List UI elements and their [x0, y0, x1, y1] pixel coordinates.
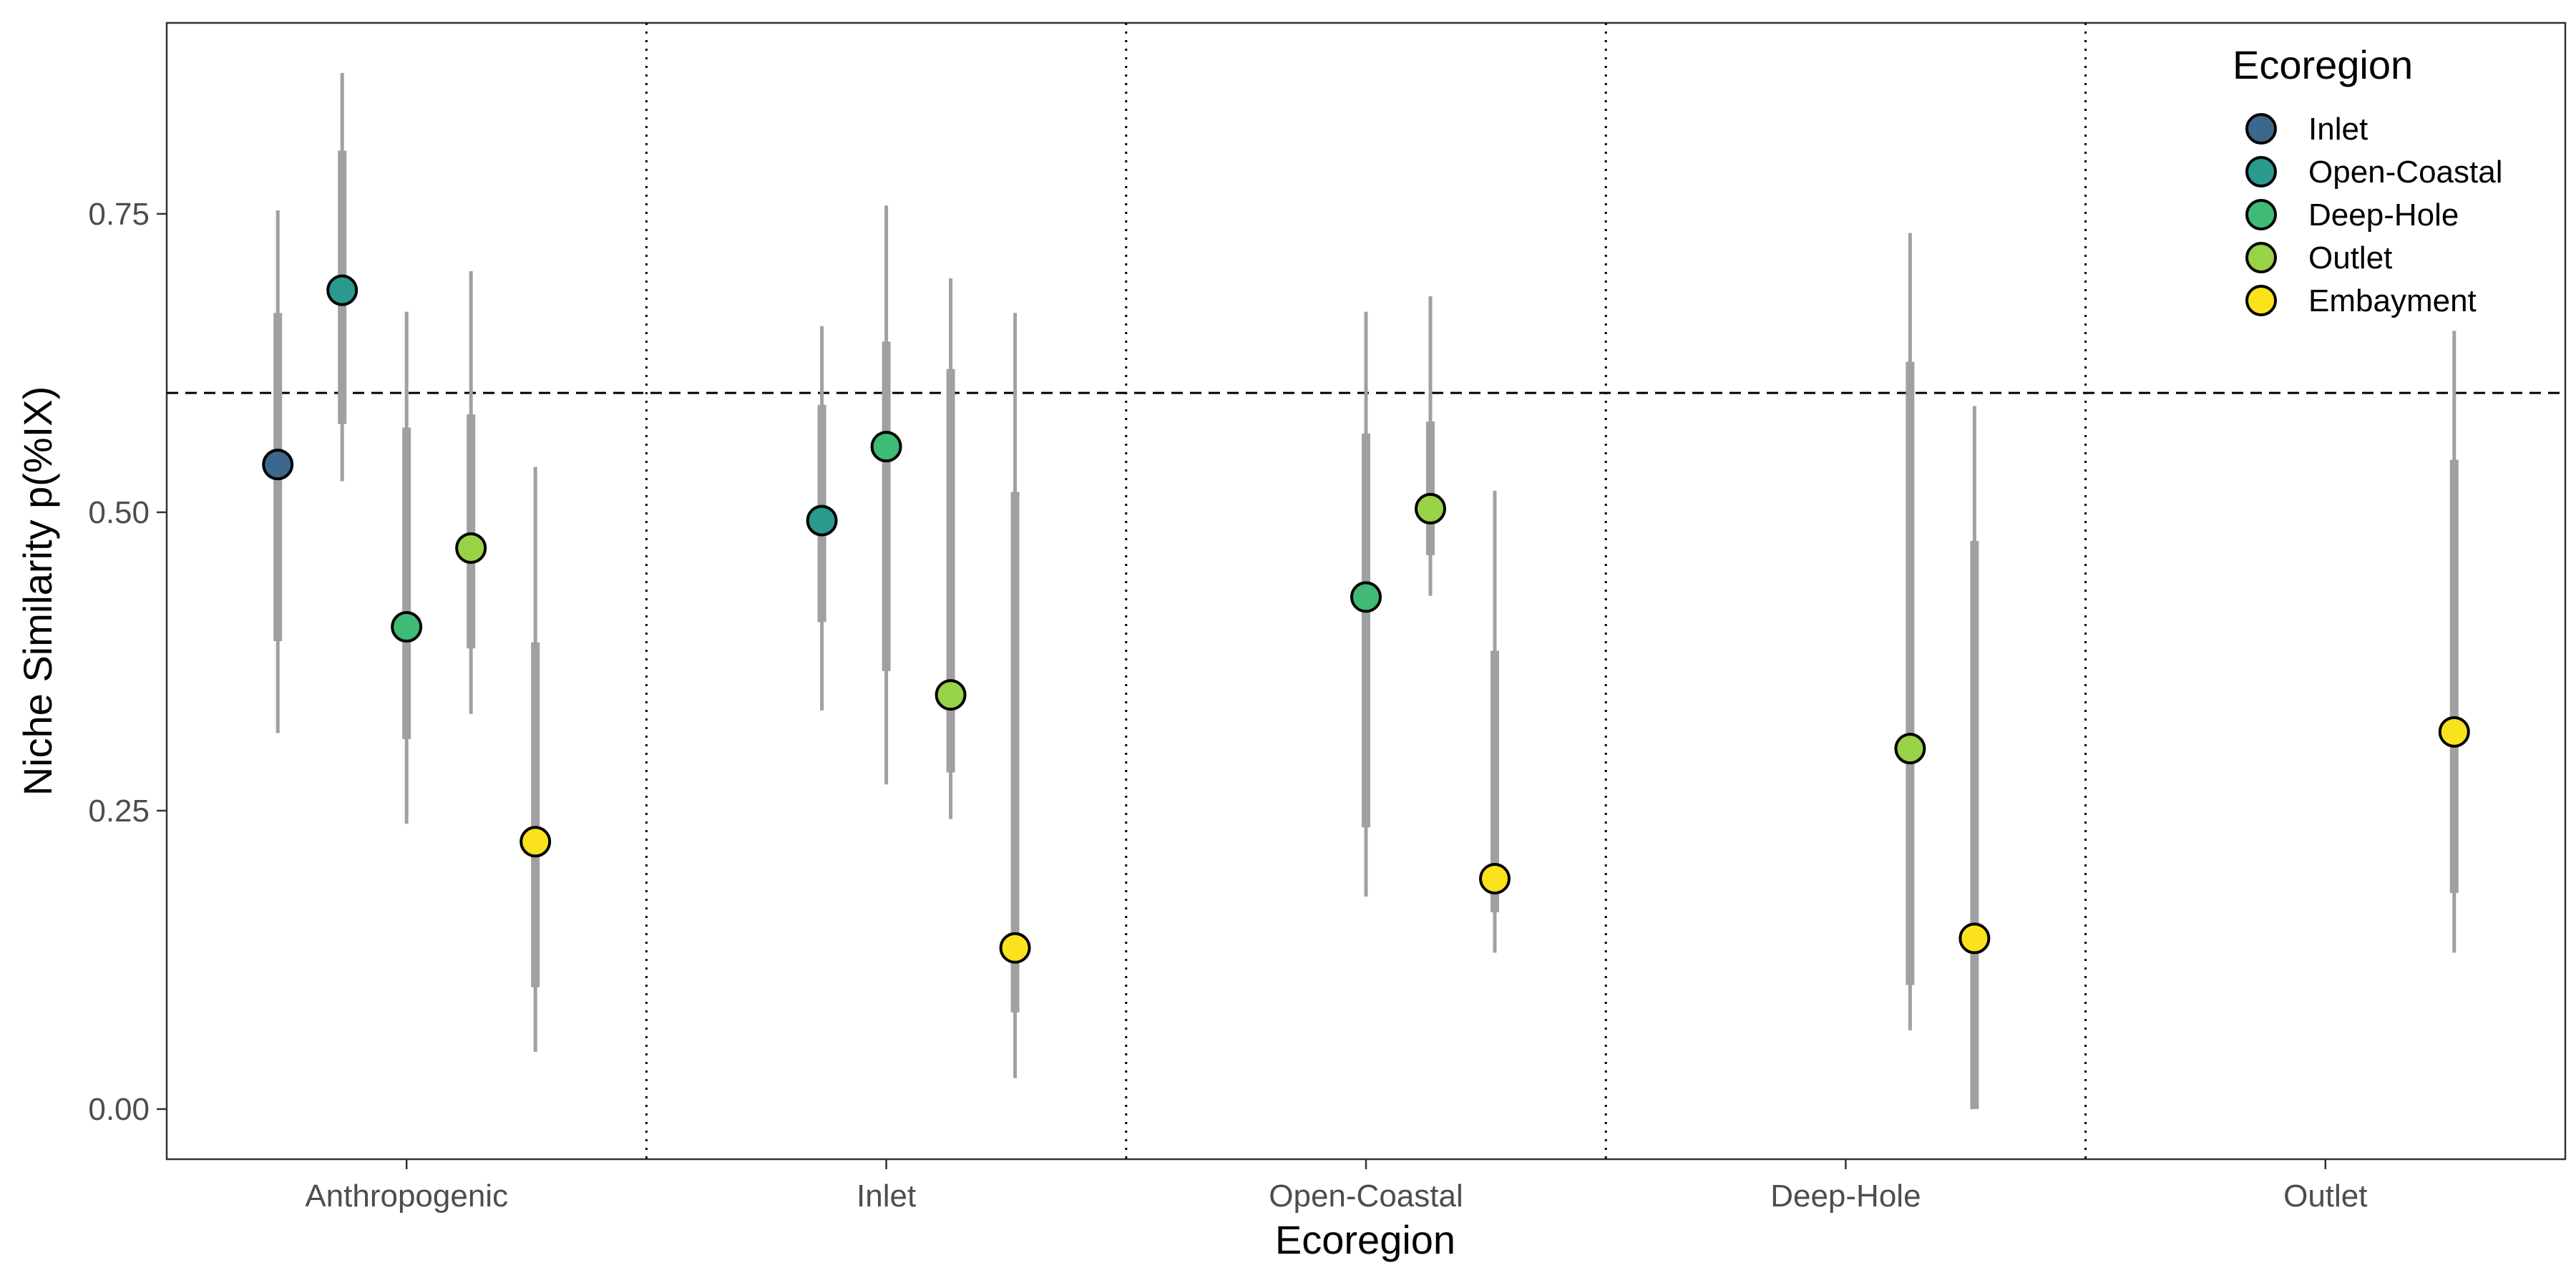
x-tick-label: Anthropogenic	[305, 1179, 508, 1214]
y-tick-label: 0.50	[88, 495, 150, 530]
axis-layer: 0.00 0.25 0.50 0.75 Anthropogenic Inlet Open-C…	[88, 197, 2367, 1214]
x-tick-label: Inlet	[857, 1179, 916, 1214]
legend-key	[2245, 156, 2277, 187]
y-tick-label: 0.25	[88, 794, 150, 829]
legend-label: Deep-Hole	[2308, 197, 2459, 233]
data-point	[1958, 922, 1991, 955]
data-point	[806, 504, 838, 537]
legend-key	[2245, 199, 2277, 230]
data-point	[455, 532, 487, 564]
x-axis-title: Ecoregion	[1275, 1217, 1455, 1262]
data-point	[1415, 492, 1446, 525]
legend-key	[2245, 285, 2277, 316]
y-axis-title: Niche Similarity p(%IX)	[15, 386, 60, 796]
grid-layer	[167, 23, 2565, 1159]
data-point	[870, 431, 902, 463]
legend-key	[2245, 113, 2277, 145]
legend-label: Open-Coastal	[2308, 155, 2502, 190]
x-tick-label: Open-Coastal	[1269, 1179, 1463, 1214]
x-tick-label: Deep-Hole	[1770, 1179, 1921, 1214]
legend-title: Ecoregion	[2233, 42, 2413, 87]
legend: Ecoregion Inlet Open-Coastal Deep-Hole Outl…	[2233, 42, 2502, 318]
y-tick-label: 0.00	[88, 1092, 150, 1127]
data-point	[1350, 581, 1382, 613]
x-tick-label: Outlet	[2283, 1179, 2367, 1214]
data-point	[2438, 716, 2470, 748]
data-point	[391, 611, 423, 643]
data-point	[1894, 733, 1926, 765]
legend-label: Embayment	[2308, 283, 2477, 318]
data-point	[519, 826, 552, 858]
data-point	[999, 932, 1031, 964]
data-point	[935, 679, 967, 711]
legend-label: Inlet	[2308, 112, 2368, 147]
legend-key	[2245, 242, 2277, 273]
legend-label: Outlet	[2308, 240, 2392, 275]
data-point	[1479, 863, 1511, 895]
data-point	[326, 274, 358, 306]
points-layer	[262, 274, 2470, 964]
y-tick-label: 0.75	[88, 197, 150, 232]
data-point	[262, 449, 294, 481]
